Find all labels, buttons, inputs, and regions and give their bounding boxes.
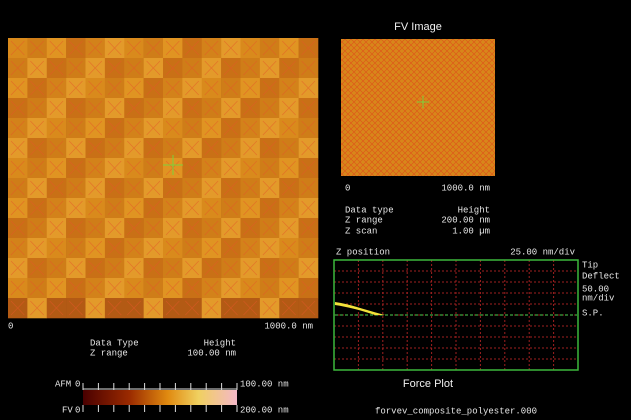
colorbar-min: 0 bbox=[75, 379, 80, 389]
info-value: 200.00 nm bbox=[441, 215, 490, 225]
axis-scale: nm/div bbox=[582, 293, 615, 303]
afm-image bbox=[8, 38, 318, 318]
scale-end: 1000.0 nm bbox=[264, 321, 313, 331]
colorbar-max: 100.00 nm bbox=[240, 379, 289, 389]
screenshot: 0 1000.0 nm Data Type Height Z range 100… bbox=[0, 0, 631, 420]
colorbar-min: 0 bbox=[75, 405, 80, 415]
scale-start: 0 bbox=[345, 183, 350, 193]
axis-label: Tip bbox=[582, 260, 598, 270]
colorbar-label: AFM bbox=[55, 379, 71, 389]
info-value: 100.00 nm bbox=[187, 348, 236, 358]
axis-label: Z position bbox=[336, 247, 390, 257]
filename: forvev_composite_polyester.000 bbox=[375, 406, 537, 416]
screen: {"left_image": {"scale_start": "0", "sca… bbox=[0, 0, 631, 420]
panel-title: FV Image bbox=[394, 21, 442, 33]
colorbar-label: FV bbox=[62, 405, 73, 415]
info-key: Data type bbox=[345, 205, 394, 215]
axis-scale: 25.00 nm/div bbox=[510, 247, 575, 257]
info-value: 1.00 µm bbox=[452, 226, 490, 236]
fv-image bbox=[341, 39, 495, 176]
info-key: Z range bbox=[345, 215, 383, 225]
colorbar bbox=[83, 390, 237, 405]
panel-title: Force Plot bbox=[403, 378, 453, 390]
scale-start: 0 bbox=[8, 321, 13, 331]
setpoint-label: S.P. bbox=[582, 308, 604, 318]
colorbar-max: 200.00 nm bbox=[240, 405, 289, 415]
axis-label: Deflect bbox=[582, 271, 620, 281]
info-key: Z scan bbox=[345, 226, 377, 236]
scale-end: 1000.0 nm bbox=[441, 183, 490, 193]
info-value: Height bbox=[204, 338, 236, 348]
info-key: Z range bbox=[90, 348, 128, 358]
info-key: Data Type bbox=[90, 338, 139, 348]
info-value: Height bbox=[458, 205, 490, 215]
